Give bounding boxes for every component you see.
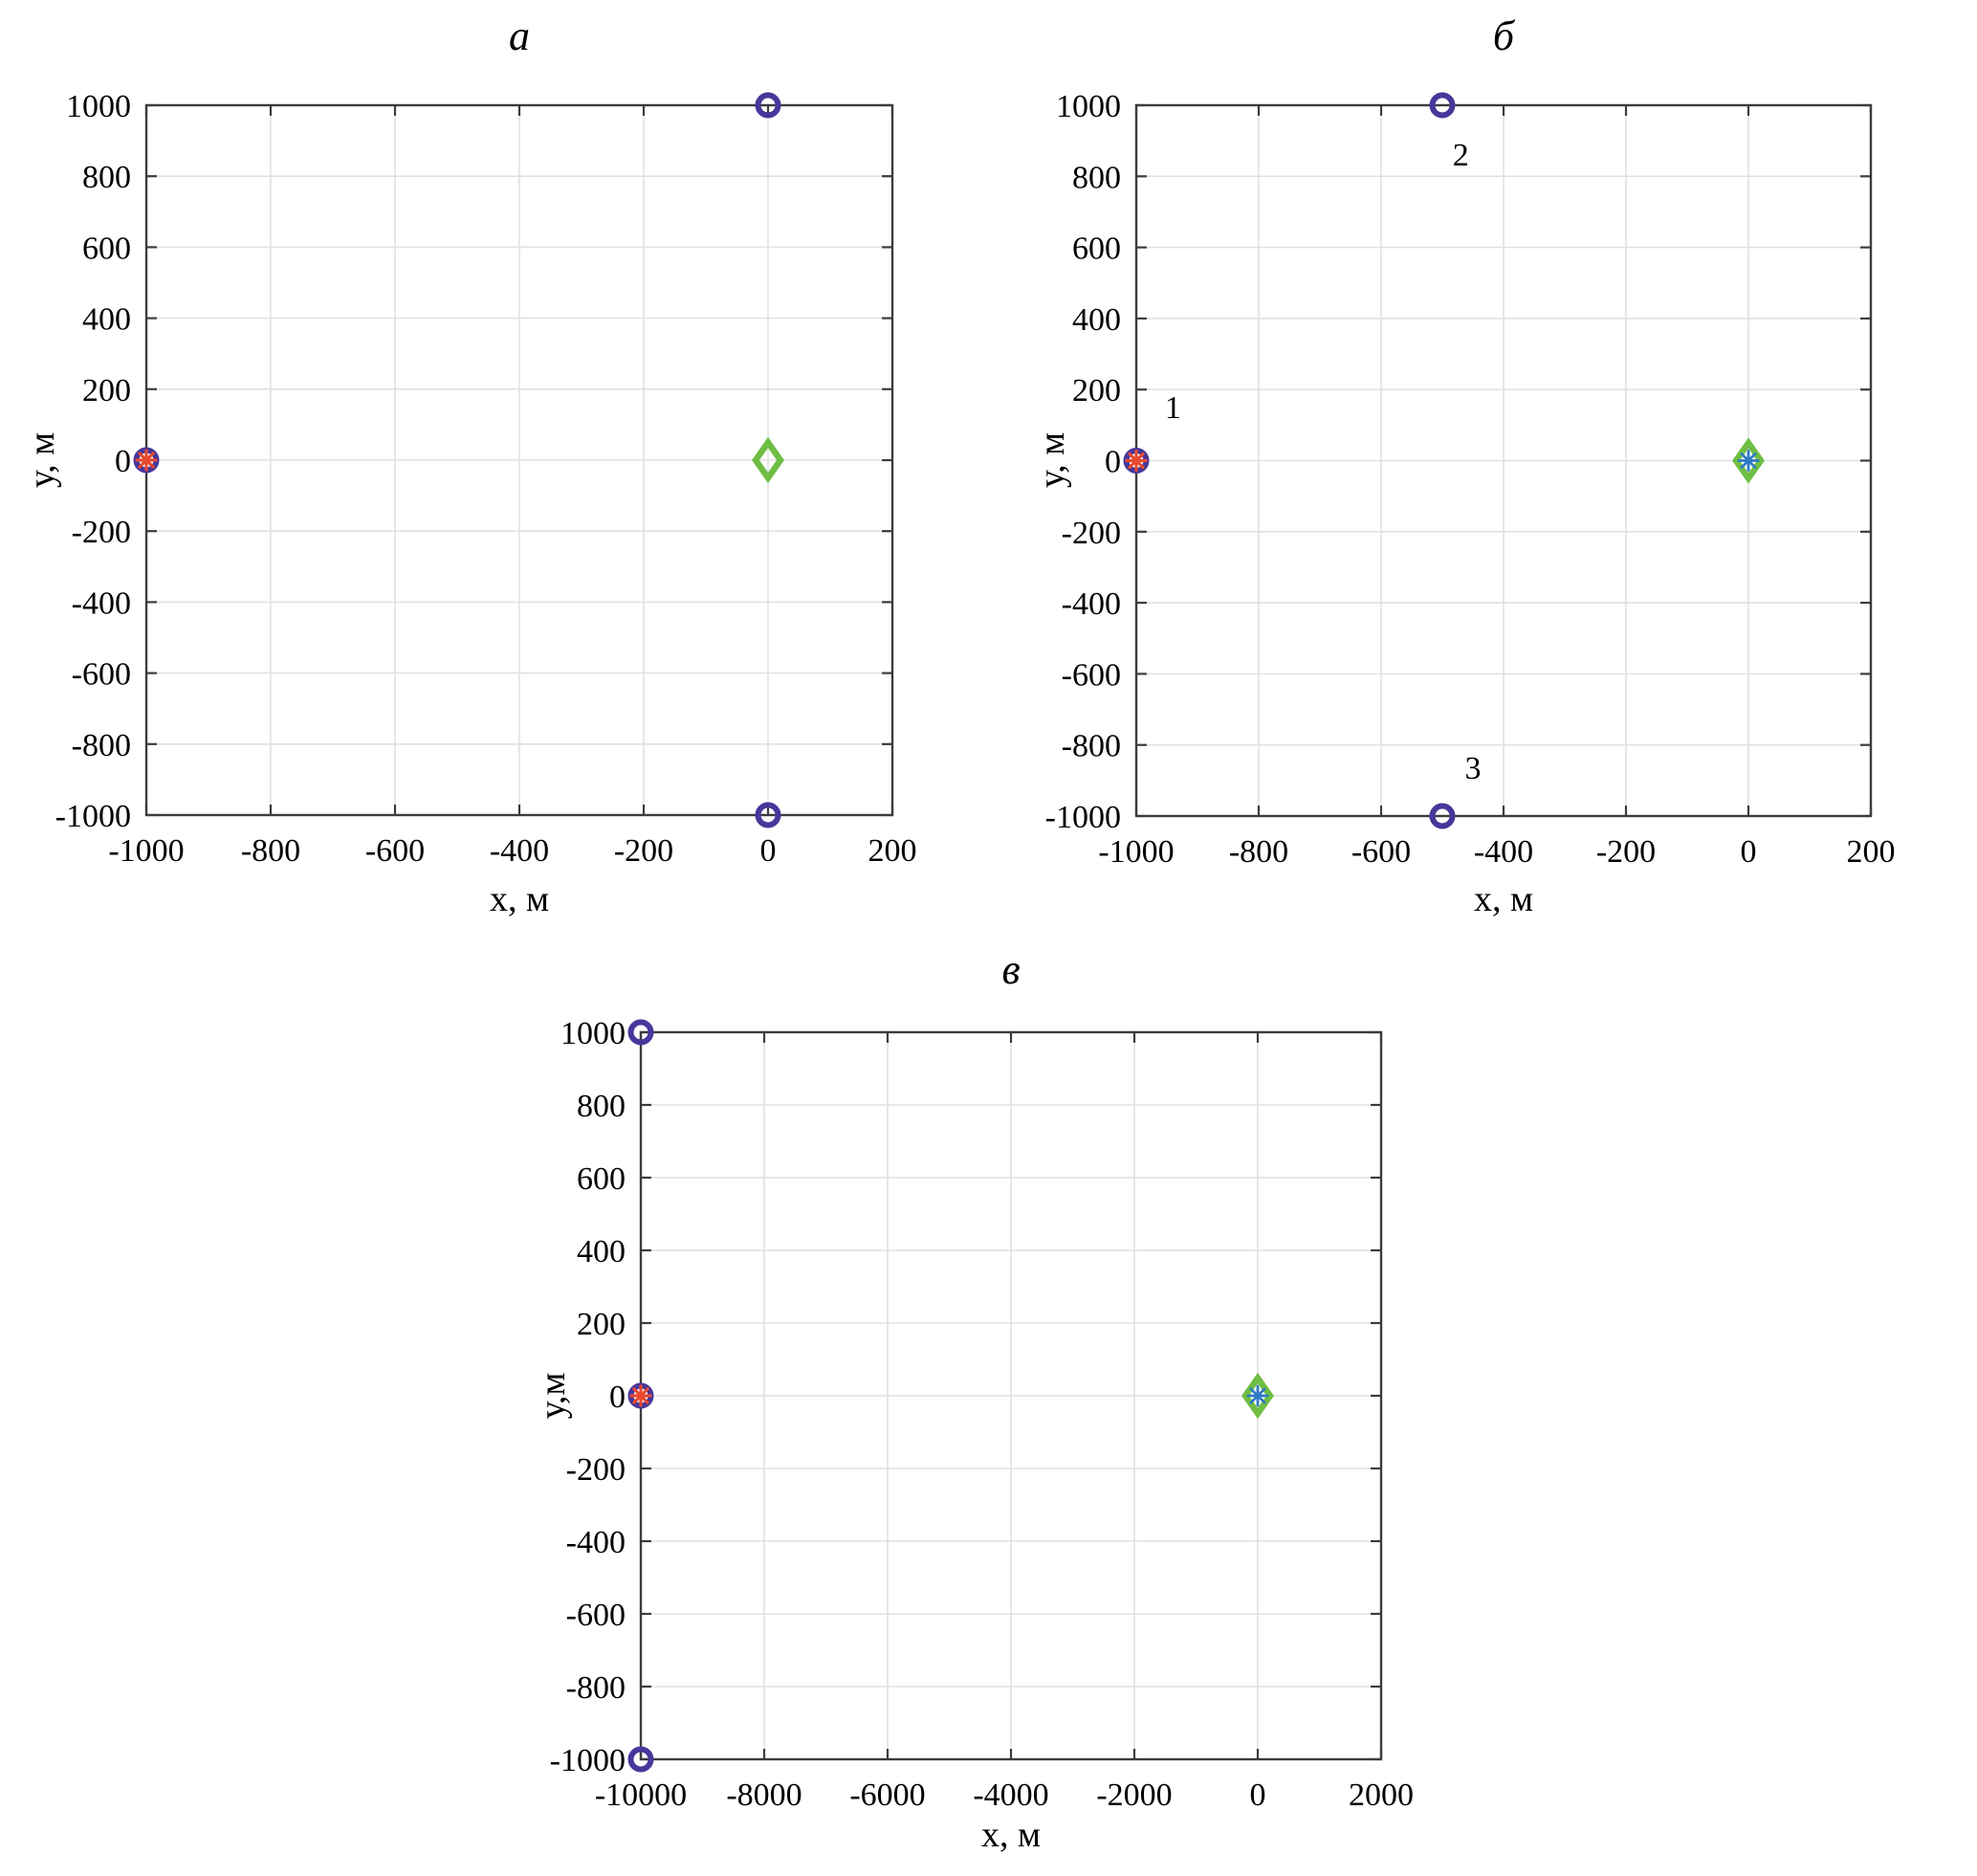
x-tick-label: -800 xyxy=(1229,834,1288,870)
plot-panel-v: -10000 -8000 -6000 -4000 -2000 0 2000-1000-800… xyxy=(550,1016,1414,1813)
x-tick-label: -1000 xyxy=(1098,834,1174,870)
x-tick-label: 0 xyxy=(1250,1777,1266,1813)
y-tick-label: -600 xyxy=(1062,657,1121,693)
y-tick-label: -400 xyxy=(566,1525,626,1560)
asterisk-spoke xyxy=(138,452,155,469)
y-tick-label: 1000 xyxy=(1056,89,1121,124)
point-label: 2 xyxy=(1453,138,1469,173)
y-tick-label: 800 xyxy=(577,1089,626,1124)
x-tick-label: -800 xyxy=(241,833,300,869)
y-tick-label: -400 xyxy=(72,585,131,621)
y-tick-label: 200 xyxy=(82,373,131,408)
y-tick-label: -800 xyxy=(1062,729,1121,764)
y-tick-label: 0 xyxy=(609,1379,626,1415)
y-tick-label: -1000 xyxy=(55,799,131,834)
y-tick-label: 400 xyxy=(82,302,131,338)
x-tick-label: -600 xyxy=(1351,834,1411,870)
y-tick-label: 200 xyxy=(1072,373,1121,408)
x-tick-label: -6000 xyxy=(849,1777,925,1813)
panel-b-xlabel: х, м xyxy=(1473,879,1534,919)
panel-v-ylabel: у,м xyxy=(533,1372,573,1420)
marker-circle-markers xyxy=(755,92,781,119)
x-tick-label: 0 xyxy=(1741,834,1757,870)
marker-circle-markers xyxy=(755,802,781,828)
y-tick-label: 400 xyxy=(1072,302,1121,338)
y-tick-label: -600 xyxy=(566,1598,626,1633)
y-tick-label: 600 xyxy=(82,231,131,266)
marker-red-asterisk xyxy=(135,449,158,472)
y-tick-label: 400 xyxy=(577,1234,626,1269)
y-tick-label: 0 xyxy=(1105,445,1121,480)
panel-a-ylabel: у, м xyxy=(22,431,62,489)
point-label: 3 xyxy=(1465,751,1482,786)
y-tick-label: -200 xyxy=(72,515,131,550)
y-tick-label: -800 xyxy=(566,1670,626,1706)
y-tick-label: -200 xyxy=(566,1452,626,1488)
marker-red-asterisk xyxy=(629,1384,652,1407)
panel-v-title: в xyxy=(1001,946,1021,993)
x-tick-label: 0 xyxy=(760,833,777,869)
marker-circle-markers xyxy=(627,1746,654,1773)
marker-red-asterisk xyxy=(1125,449,1148,473)
point-label: 1 xyxy=(1165,390,1181,426)
asterisk-spoke xyxy=(632,1387,649,1404)
x-tick-label: 2000 xyxy=(1349,1777,1414,1813)
y-tick-label: -1000 xyxy=(550,1743,626,1778)
panel-b-ylabel: у, м xyxy=(1032,431,1072,489)
marker-green-diamond xyxy=(1241,1372,1274,1420)
y-tick-label: 1000 xyxy=(560,1016,626,1051)
y-tick-label: 600 xyxy=(577,1161,626,1197)
marker-blue-asterisk xyxy=(1737,450,1760,472)
x-tick-label: -10000 xyxy=(595,1777,687,1813)
plot-panel-a: -1000 -800 -600 -400 -200 0 200 -1000 -800 -600 -4… xyxy=(55,89,917,869)
y-tick-label: -400 xyxy=(1062,586,1121,622)
y-tick-label: 200 xyxy=(577,1307,626,1342)
y-tick-label: -200 xyxy=(1062,516,1121,551)
x-tick-label: -600 xyxy=(365,833,425,869)
x-tick-label: -400 xyxy=(1474,834,1533,870)
asterisk-spoke xyxy=(1128,452,1145,470)
x-tick-label: -8000 xyxy=(726,1777,802,1813)
x-tick-label: -200 xyxy=(614,833,673,869)
y-tick-label: 800 xyxy=(82,160,131,195)
y-tick-label: 0 xyxy=(115,444,131,479)
panel-v-xlabel: х, м xyxy=(980,1815,1042,1855)
y-tick-label: -600 xyxy=(72,657,131,693)
y-tick-label: 1000 xyxy=(66,89,131,124)
x-tick-label: -1000 xyxy=(108,833,184,869)
panel-a-xlabel: х, м xyxy=(489,879,550,919)
asterisk-spoke xyxy=(1740,452,1757,469)
panel-b-title: б xyxy=(1492,12,1515,59)
x-tick-label: -4000 xyxy=(973,1777,1048,1813)
plot-panel-b: -1000 -800 -600 -400 -200 0 200 -1000 -800 -600 -4… xyxy=(1045,89,1896,870)
marker-blue-asterisk xyxy=(1246,1384,1269,1407)
asterisk-spoke xyxy=(1249,1387,1266,1404)
y-tick-label: -1000 xyxy=(1045,800,1121,835)
marker-circle-markers xyxy=(1429,92,1456,119)
x-tick-label: -400 xyxy=(490,833,549,869)
x-tick-label: -200 xyxy=(1596,834,1656,870)
y-tick-label: -800 xyxy=(72,728,131,763)
x-tick-label: -2000 xyxy=(1096,1777,1172,1813)
y-tick-label: 600 xyxy=(1072,232,1121,267)
marker-circle-markers xyxy=(1429,803,1456,829)
x-tick-label: 200 xyxy=(868,833,917,869)
panel-a-title: а xyxy=(509,12,530,59)
marker-green-diamond xyxy=(1732,437,1765,484)
y-tick-label: 800 xyxy=(1072,160,1121,195)
x-tick-label: 200 xyxy=(1847,834,1896,870)
marker-green-diamond xyxy=(752,436,784,484)
marker-circle-markers xyxy=(627,1019,654,1046)
